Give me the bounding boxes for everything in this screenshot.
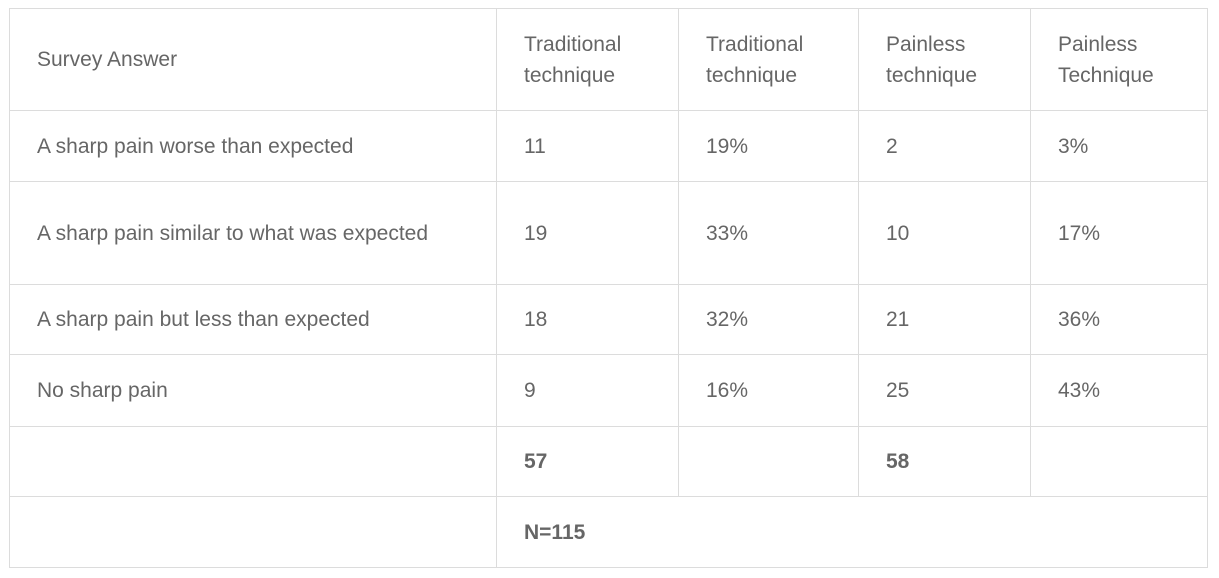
data-row: A sharp pain but less than expected 18 32%…: [9, 284, 1208, 355]
cell: 3%: [1030, 110, 1208, 182]
cell: 43%: [1030, 354, 1208, 427]
totals-row: 57 58: [9, 426, 1208, 497]
cell: 19: [496, 181, 679, 285]
cell: 32%: [678, 284, 859, 355]
cell: 33%: [678, 181, 859, 285]
cell: 17%: [1030, 181, 1208, 285]
cell: 25: [858, 354, 1031, 427]
cell: 57: [496, 426, 679, 497]
cell: 16%: [678, 354, 859, 427]
n-row: N=115: [9, 496, 1208, 568]
cell: A sharp pain worse than expected: [9, 110, 497, 182]
cell: 18: [496, 284, 679, 355]
cell: Traditional technique: [496, 8, 679, 111]
cell: 2: [858, 110, 1031, 182]
cell: N=115: [496, 496, 1208, 568]
survey-table: Survey Answer Traditional technique Tradit…: [9, 8, 1208, 568]
cell: 10: [858, 181, 1031, 285]
cell: Painless technique: [858, 8, 1031, 111]
cell: 11: [496, 110, 679, 182]
cell: 19%: [678, 110, 859, 182]
data-row: No sharp pain 9 16% 25 43%: [9, 354, 1208, 427]
cell: A sharp pain similar to what was expecte…: [9, 181, 497, 285]
cell: A sharp pain but less than expected: [9, 284, 497, 355]
data-row: A sharp pain worse than expected 11 19% 2 3%: [9, 110, 1208, 182]
empty-cell: [9, 426, 497, 497]
cell: 9: [496, 354, 679, 427]
data-row: A sharp pain similar to what was expecte…: [9, 181, 1208, 285]
cell: Traditional technique: [678, 8, 859, 111]
header-row: Survey Answer Traditional technique Tradit…: [9, 8, 1208, 111]
empty-cell: [678, 426, 859, 497]
cell: 21: [858, 284, 1031, 355]
cell: 36%: [1030, 284, 1208, 355]
cell: No sharp pain: [9, 354, 497, 427]
cell: 58: [858, 426, 1031, 497]
empty-cell: [9, 496, 497, 568]
empty-cell: [1030, 426, 1208, 497]
cell: Survey Answer: [9, 8, 497, 111]
cell: Painless Technique: [1030, 8, 1208, 111]
